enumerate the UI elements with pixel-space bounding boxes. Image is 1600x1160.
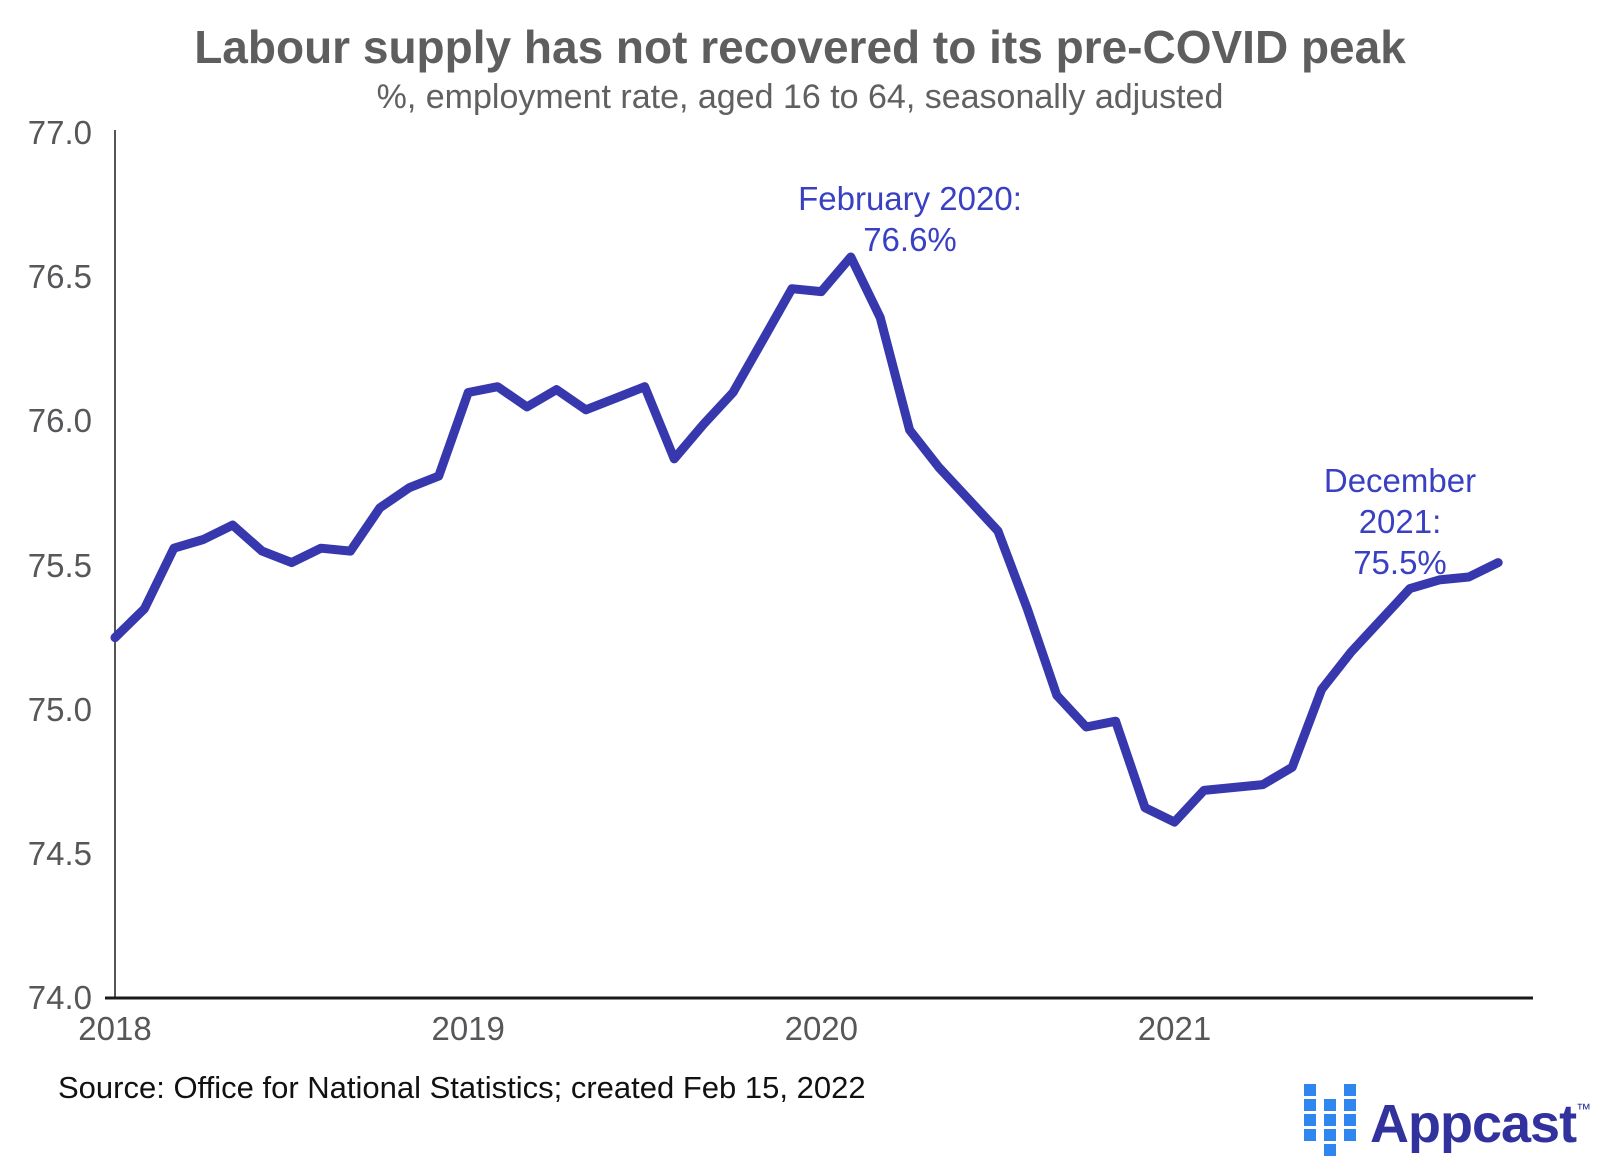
appcast-logo-wordmark: Appcast™ bbox=[1370, 1078, 1591, 1156]
employment-rate-line bbox=[110, 252, 1503, 827]
x-axis-tick-label: 2019 bbox=[431, 1010, 505, 1047]
appcast-logo-square bbox=[1324, 1129, 1336, 1141]
x-axis-tick-label: 2020 bbox=[784, 1010, 859, 1047]
x-axis-tick-label: 2018 bbox=[78, 1010, 152, 1047]
appcast-logo-square bbox=[1344, 1114, 1356, 1126]
appcast-logo-text: Appcast bbox=[1370, 1094, 1577, 1154]
appcast-logo: Appcast™ bbox=[1304, 1078, 1591, 1156]
appcast-logo-gap bbox=[1344, 1144, 1356, 1156]
appcast-logo-square bbox=[1304, 1099, 1316, 1111]
source-caption: Source: Office for National Statistics; … bbox=[58, 1070, 866, 1105]
appcast-logo-square bbox=[1344, 1084, 1356, 1096]
annotation-dec-2021: December 2021: 75.5% bbox=[1300, 460, 1500, 583]
appcast-logo-gap bbox=[1304, 1144, 1316, 1156]
y-axis-tick-label: 75.5 bbox=[27, 546, 92, 584]
appcast-logo-square bbox=[1324, 1144, 1336, 1156]
appcast-logo-gap bbox=[1324, 1084, 1336, 1096]
chart-title: Labour supply has not recovered to its p… bbox=[194, 21, 1406, 73]
annotation-dec-2021-label: December 2021: bbox=[1323, 462, 1477, 540]
annotation-feb-2020-value: 76.6% bbox=[863, 221, 957, 258]
appcast-logo-square bbox=[1304, 1084, 1316, 1096]
appcast-logo-square bbox=[1344, 1099, 1356, 1111]
y-axis-tick-label: 76.5 bbox=[27, 258, 92, 296]
chart-subtitle: %, employment rate, aged 16 to 64, seaso… bbox=[376, 78, 1224, 116]
y-axis-tick-label: 74.5 bbox=[27, 834, 92, 872]
y-axis-tick-label: 77.0 bbox=[27, 114, 92, 151]
trademark-symbol: ™ bbox=[1576, 1101, 1592, 1118]
y-axis-tick-label: 76.0 bbox=[27, 402, 92, 440]
y-axis-tick-label: 74.0 bbox=[27, 979, 92, 1016]
appcast-logo-square bbox=[1324, 1114, 1336, 1126]
annotation-feb-2020-label: February 2020: bbox=[798, 180, 1022, 217]
appcast-logo-icon bbox=[1304, 1084, 1356, 1156]
appcast-logo-square bbox=[1324, 1099, 1336, 1111]
annotation-feb-2020: February 2020: 76.6% bbox=[798, 178, 1022, 260]
y-axis-tick-label: 75.0 bbox=[27, 690, 92, 728]
appcast-logo-square bbox=[1344, 1129, 1356, 1141]
x-axis-tick-label: 2021 bbox=[1137, 1010, 1212, 1047]
appcast-logo-square bbox=[1304, 1114, 1316, 1126]
annotation-dec-2021-value: 75.5% bbox=[1353, 544, 1447, 581]
appcast-logo-square bbox=[1304, 1129, 1316, 1141]
